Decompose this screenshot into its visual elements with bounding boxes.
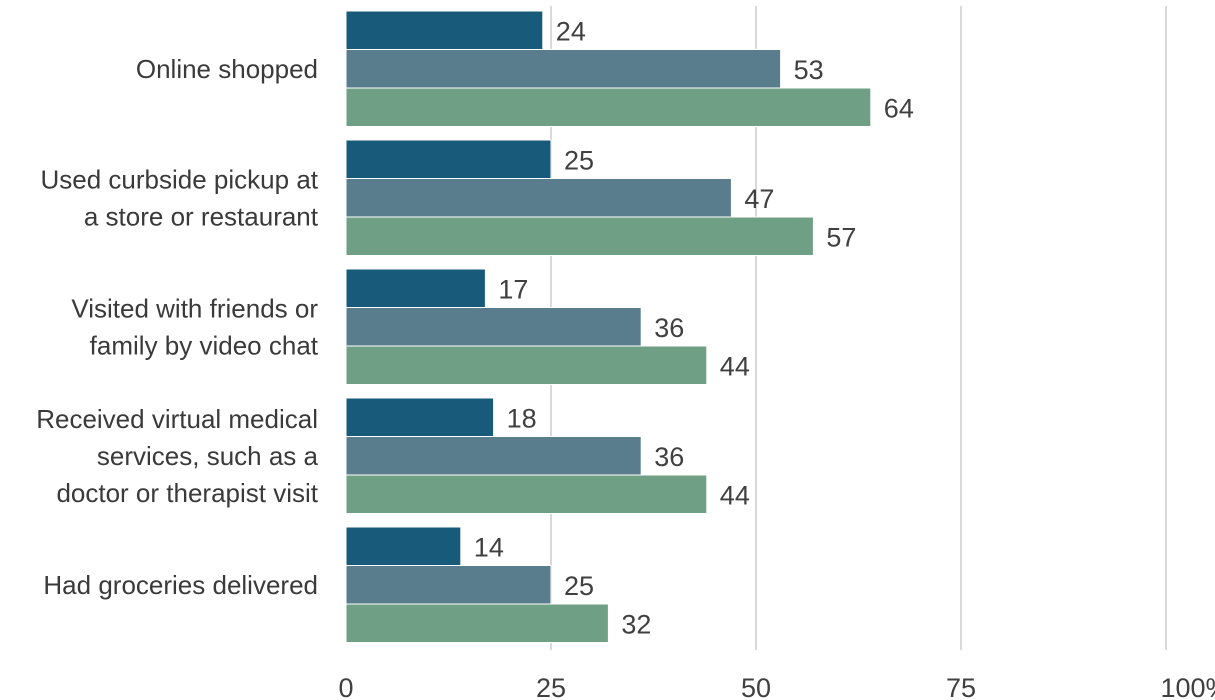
x-tick-label-25: 25 bbox=[536, 673, 566, 700]
category-label-4: Had groceries delivered bbox=[43, 570, 318, 600]
category-label-line: family by video chat bbox=[90, 330, 319, 360]
data-label-3-series-1: 36 bbox=[654, 442, 684, 472]
x-tick-label-0: 0 bbox=[338, 673, 353, 700]
data-label-4-series-0: 14 bbox=[474, 532, 504, 562]
category-labels: Online shopped Used curbside pickup at a s… bbox=[36, 54, 319, 600]
bar-4-series-2 bbox=[345, 603, 609, 643]
data-label-3-series-2: 44 bbox=[720, 480, 750, 510]
category-label-0: Online shopped bbox=[136, 54, 318, 84]
data-label-1-series-0: 25 bbox=[564, 145, 594, 175]
data-label-4-series-1: 25 bbox=[564, 571, 594, 601]
bar-2-series-2 bbox=[345, 345, 708, 385]
category-label-3: Received virtual medical services, such a… bbox=[36, 404, 319, 508]
bar-0-series-0 bbox=[345, 10, 544, 50]
data-label-2-series-0: 17 bbox=[498, 274, 528, 304]
bar-0-series-1 bbox=[345, 49, 782, 89]
x-tick-label-75: 75 bbox=[946, 673, 976, 700]
bar-2-series-0 bbox=[345, 268, 486, 308]
category-label-line: Had groceries delivered bbox=[43, 570, 318, 600]
data-label-1-series-1: 47 bbox=[744, 184, 774, 214]
bar-2-series-1 bbox=[345, 307, 642, 347]
data-label-2-series-2: 44 bbox=[720, 351, 750, 381]
data-label-1-series-2: 57 bbox=[826, 222, 856, 252]
data-label-0-series-2: 64 bbox=[884, 93, 914, 123]
category-label-1: Used curbside pickup at a store or restau… bbox=[41, 164, 319, 231]
bar-3-series-1 bbox=[345, 436, 642, 476]
bar-3-series-2 bbox=[345, 474, 708, 514]
data-label-2-series-1: 36 bbox=[654, 313, 684, 343]
category-label-line: a store or restaurant bbox=[84, 201, 319, 231]
x-axis-ticks: 0 25 50 75 100% bbox=[338, 673, 1215, 700]
bar-1-series-2 bbox=[345, 216, 814, 256]
bar-1-series-0 bbox=[345, 139, 552, 179]
bar-4-series-0 bbox=[345, 526, 462, 566]
category-label-line: Received virtual medical bbox=[36, 404, 318, 434]
data-labels: 24 53 64 25 47 57 17 36 44 18 36 44 14 25 32 bbox=[474, 16, 914, 639]
data-label-0-series-0: 24 bbox=[556, 16, 586, 46]
category-label-line: doctor or therapist visit bbox=[56, 478, 318, 508]
bar-0-series-2 bbox=[345, 87, 872, 127]
data-label-4-series-2: 32 bbox=[621, 609, 651, 639]
bar-1-series-1 bbox=[345, 178, 732, 218]
bar-3-series-0 bbox=[345, 397, 495, 437]
category-label-line: Visited with friends or bbox=[71, 293, 318, 323]
bar-4-series-1 bbox=[345, 565, 552, 605]
data-label-0-series-1: 53 bbox=[794, 55, 824, 85]
category-label-line: Online shopped bbox=[136, 54, 318, 84]
category-label-line: services, such as a bbox=[97, 441, 319, 471]
x-tick-label-100: 100% bbox=[1160, 673, 1215, 700]
x-tick-label-50: 50 bbox=[741, 673, 771, 700]
data-label-3-series-0: 18 bbox=[507, 403, 537, 433]
bars bbox=[345, 10, 872, 643]
category-label-line: Used curbside pickup at bbox=[41, 164, 319, 194]
category-label-2: Visited with friends or family by video c… bbox=[71, 293, 318, 360]
